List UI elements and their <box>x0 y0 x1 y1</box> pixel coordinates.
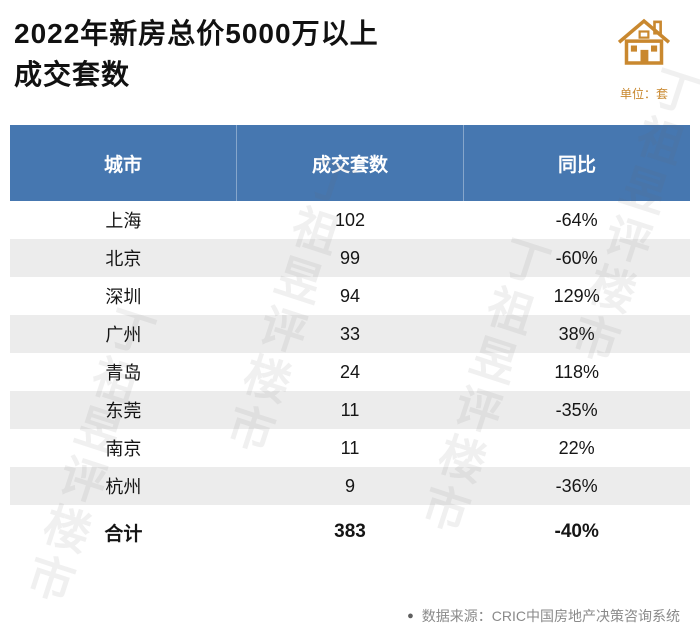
table-row: 杭州 9 -36% <box>10 467 690 505</box>
table-body: 上海 102 -64% 北京 99 -60% 深圳 94 129% 广州 33 … <box>10 201 690 505</box>
table-row: 东莞 11 -35% <box>10 391 690 429</box>
cell-count: 99 <box>339 247 361 268</box>
table-row: 北京 99 -60% <box>10 239 690 277</box>
brand-block: 单位：套 <box>608 14 680 102</box>
cell-count: 24 <box>339 361 361 382</box>
data-source: ● 数据来源：CRIC中国房地产决策咨询系统 <box>407 606 680 626</box>
total-cell-city: 合计 <box>104 523 143 545</box>
cell-count: 9 <box>345 475 356 496</box>
cell-city: 北京 <box>105 249 142 269</box>
header-cell-city: 城市 <box>10 125 237 201</box>
cell-city: 南京 <box>105 439 142 459</box>
cell-count: 11 <box>340 399 360 420</box>
cell-yoy: -60% <box>555 247 598 268</box>
table-header-row: 城市 成交套数 同比 <box>10 125 690 201</box>
cell-count: 102 <box>334 209 366 230</box>
cell-city: 广州 <box>105 325 142 345</box>
table-row: 青岛 24 118% <box>10 353 690 391</box>
table-row: 深圳 94 129% <box>10 277 690 315</box>
cell-city: 杭州 <box>105 477 142 497</box>
cell-yoy: -36% <box>555 475 598 496</box>
header-cell-yoy: 同比 <box>557 154 596 176</box>
house-icon <box>616 14 672 75</box>
cell-count: 11 <box>340 437 360 458</box>
total-cell-count: 383 <box>334 521 366 542</box>
total-cell-yoy: -40% <box>554 521 599 542</box>
cell-yoy: -64% <box>555 209 598 230</box>
cell-city: 青岛 <box>105 363 142 383</box>
cell-yoy: 38% <box>558 323 595 344</box>
cell-count: 33 <box>339 323 361 344</box>
data-source-text: 数据来源：CRIC中国房地产决策咨询系统 <box>421 608 680 624</box>
cell-city: 东莞 <box>105 401 142 421</box>
cell-yoy: 129% <box>553 285 600 306</box>
table-row: 上海 102 -64% <box>10 201 690 239</box>
cell-city: 深圳 <box>105 287 142 307</box>
bullet-icon: ● <box>407 610 414 622</box>
data-table: 城市 成交套数 同比 上海 102 -64% 北京 99 -60% 深圳 94 … <box>10 125 690 559</box>
header-cell-count: 成交套数 <box>237 125 464 201</box>
table-total-row: 合计 383 -40% <box>10 505 690 559</box>
cell-yoy: 22% <box>558 437 595 458</box>
cell-count: 94 <box>339 285 361 306</box>
page-title-line2: 成交套数 <box>14 58 131 90</box>
page-title: 2022年新房总价5000万以上 成交套数 <box>14 14 379 95</box>
table-row: 南京 11 22% <box>10 429 690 467</box>
cell-city: 上海 <box>105 211 142 231</box>
unit-label: 单位：套 <box>619 87 668 101</box>
cell-yoy: -35% <box>555 399 598 420</box>
table-row: 广州 33 38% <box>10 315 690 353</box>
page-title-line1: 2022年新房总价5000万以上 <box>14 18 379 49</box>
cell-yoy: 118% <box>554 361 600 382</box>
